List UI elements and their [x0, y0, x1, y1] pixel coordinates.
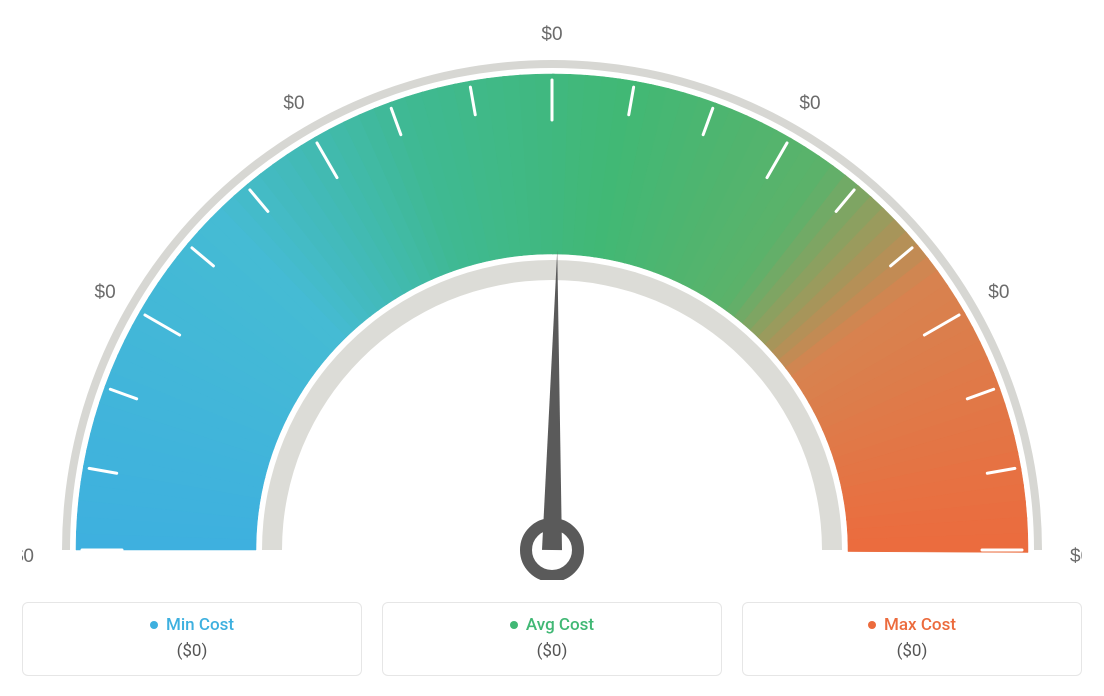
legend-card-avg: Avg Cost ($0): [382, 602, 722, 676]
svg-text:$0: $0: [95, 282, 116, 303]
svg-text:$0: $0: [799, 93, 820, 114]
svg-text:$0: $0: [283, 93, 304, 114]
legend-label-min: Min Cost: [150, 615, 234, 635]
dot-icon: [868, 621, 876, 629]
gauge-svg: $0 $0 $0 $0 $0 $0 $0: [22, 20, 1082, 580]
legend-value-max: ($0): [897, 641, 928, 661]
gauge-chart: $0 $0 $0 $0 $0 $0 $0: [22, 20, 1082, 584]
legend-row: Min Cost ($0) Avg Cost ($0) Max Cost ($0…: [22, 602, 1082, 676]
dot-icon: [510, 621, 518, 629]
svg-text:$0: $0: [541, 24, 562, 45]
legend-text-max: Max Cost: [884, 615, 956, 635]
dot-icon: [150, 621, 158, 629]
legend-label-max: Max Cost: [868, 615, 956, 635]
svg-text:$0: $0: [22, 546, 34, 567]
legend-text-avg: Avg Cost: [526, 615, 594, 635]
legend-text-min: Min Cost: [166, 615, 234, 635]
legend-card-max: Max Cost ($0): [742, 602, 1082, 676]
legend-label-avg: Avg Cost: [510, 615, 594, 635]
legend-value-avg: ($0): [537, 641, 568, 661]
legend-card-min: Min Cost ($0): [22, 602, 362, 676]
svg-text:$0: $0: [1070, 546, 1082, 567]
svg-text:$0: $0: [988, 282, 1009, 303]
legend-value-min: ($0): [177, 641, 208, 661]
